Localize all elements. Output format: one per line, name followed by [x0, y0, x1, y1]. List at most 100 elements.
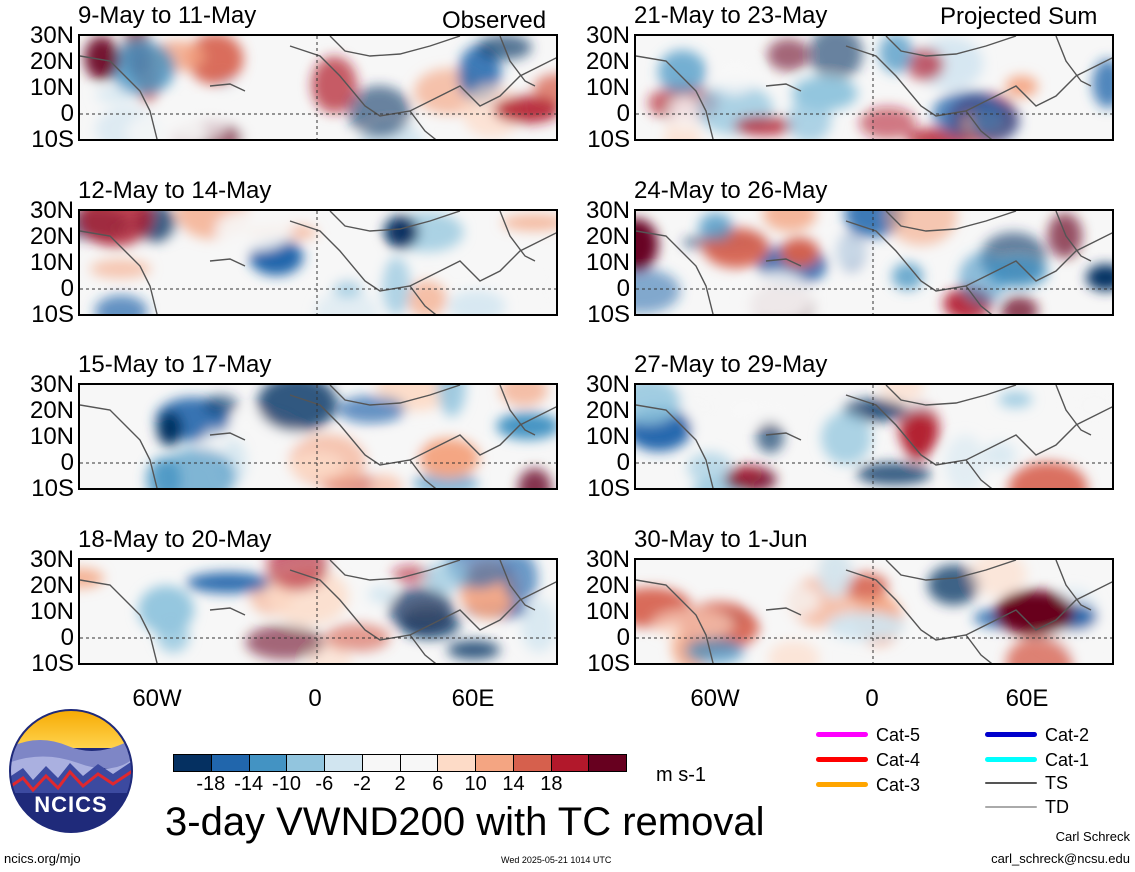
anomaly-field [636, 385, 1112, 488]
anomaly-blob [994, 590, 1075, 636]
colorbar-tick-label: -10 [272, 773, 301, 795]
anomaly-blob [156, 411, 183, 446]
anomaly-blob [333, 280, 362, 298]
coastline [1055, 36, 1092, 87]
colorbar-tick-label: 10 [464, 773, 487, 795]
lat-label: 0 [616, 275, 630, 302]
coastline [329, 560, 461, 581]
coastline [80, 404, 158, 488]
panel-title: 15-May to 17-May [78, 351, 272, 378]
coastline [845, 45, 1112, 117]
lat-label: 10N [29, 423, 74, 450]
anomaly-blob [906, 48, 944, 81]
anomaly-blob [1086, 264, 1112, 291]
coastline [765, 83, 802, 92]
coastline [1055, 211, 1092, 262]
coastline [329, 36, 461, 57]
anomaly-blob [818, 560, 852, 598]
colorbar-swatch [589, 755, 626, 771]
panel-title: 18-May to 20-May [78, 526, 272, 553]
coastline [636, 55, 714, 139]
anomaly-blob [347, 85, 411, 138]
coastline [885, 385, 1017, 406]
anomaly-blob [859, 106, 917, 139]
anomaly-blob [311, 56, 357, 114]
lat-label: 20N [585, 223, 630, 250]
legend-label-cat-3: Cat-3 [876, 775, 921, 795]
coastline [329, 385, 461, 406]
footer-author: Carl Schreck [1055, 829, 1130, 844]
lon-label-left-60w: 60W [132, 685, 182, 712]
lon-label-left-0: 0 [308, 685, 322, 712]
anomaly-blob [289, 452, 343, 479]
legend-label-ts: TS [1045, 773, 1069, 793]
anomaly-blob [729, 465, 764, 483]
anomaly-blob [698, 212, 733, 241]
coastline [499, 560, 536, 611]
colorbar-swatch [476, 755, 514, 771]
anomaly-field [80, 36, 556, 139]
coastline [1055, 385, 1092, 436]
lat-label: 10N [29, 598, 74, 625]
coastline [965, 459, 993, 488]
anomaly-blob [902, 409, 934, 461]
lat-label: 10N [585, 249, 630, 276]
lat-label: 10S [31, 650, 74, 677]
anomaly-blob [713, 59, 757, 95]
legend-line-td [985, 806, 1037, 808]
projected-sum-label: Projected Sum [940, 3, 1098, 30]
footer-url[interactable]: ncics.org/mjo [4, 851, 81, 866]
anomaly-blob [767, 38, 810, 72]
anomaly-blob [827, 611, 905, 641]
coastline [885, 560, 1017, 581]
lat-label: 10N [585, 423, 630, 450]
panel-title: 12-May to 14-May [78, 177, 272, 204]
lat-label: 30N [585, 371, 630, 398]
legend-label-cat-5: Cat-5 [876, 725, 921, 745]
lon-label-left-60e: 60E [451, 685, 495, 712]
anomaly-field [80, 560, 556, 663]
anomaly-blob [447, 640, 501, 660]
anomaly-blob [372, 472, 401, 488]
anomaly-blob [728, 399, 797, 422]
coastline [765, 607, 802, 616]
coastline [1055, 560, 1092, 611]
wind-anomaly-map [78, 383, 558, 490]
anomaly-field [636, 560, 1112, 663]
colorbar-swatch [438, 755, 476, 771]
anomaly-blob [842, 573, 889, 600]
colorbar-tick-label: -6 [315, 773, 334, 795]
anomaly-blob [80, 568, 105, 589]
anomaly-blob [768, 640, 820, 663]
observed-label: Observed [442, 7, 547, 34]
wind-anomaly-map [634, 383, 1114, 490]
coastline [209, 432, 246, 441]
coastline [80, 230, 158, 314]
lat-label: 20N [29, 223, 74, 250]
anomaly-blob [886, 211, 958, 246]
anomaly-blob [169, 108, 228, 139]
coastline [209, 258, 246, 267]
anomaly-blob [831, 235, 865, 268]
panel-title: 24-May to 26-May [634, 177, 828, 204]
lat-label: 30N [585, 22, 630, 49]
legend-label-td: TD [1045, 797, 1069, 817]
anomaly-blob [499, 385, 548, 407]
footer-email[interactable]: carl_schreck@ncsu.edu [991, 851, 1130, 866]
lat-label: 10S [31, 475, 74, 502]
lat-label: 0 [60, 275, 74, 302]
footer-timestamp: Wed 2025-05-21 1014 UTC [501, 855, 612, 865]
anomaly-blob [332, 241, 379, 289]
anomaly-blob [503, 560, 538, 605]
ncics-logo: NCICS [8, 708, 134, 834]
colorbar-swatch [551, 755, 590, 771]
lat-label: 20N [29, 48, 74, 75]
coastline [409, 634, 437, 663]
lat-label: 20N [585, 397, 630, 424]
colorbar [173, 754, 627, 772]
anomaly-blob [756, 421, 785, 454]
legend-line-ts [985, 782, 1037, 784]
lon-label-right-60w: 60W [690, 685, 740, 712]
colorbar-tick-label: 6 [432, 773, 444, 795]
lat-label: 0 [60, 624, 74, 651]
